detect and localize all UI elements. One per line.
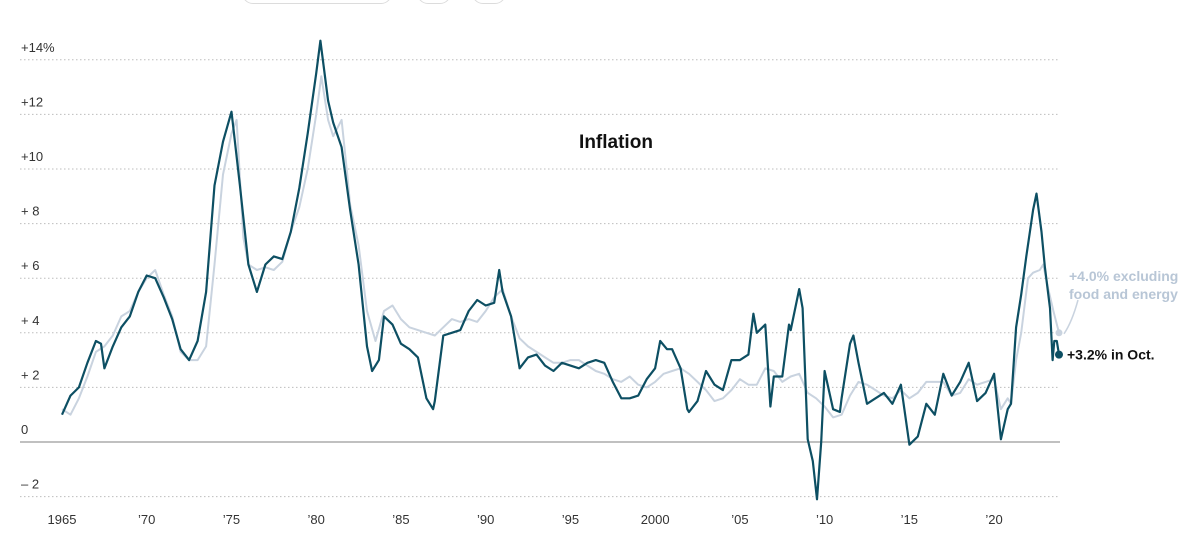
headline-annotation: +3.2% in Oct.	[1067, 347, 1155, 363]
core-connector	[1063, 299, 1079, 335]
series-lines	[60, 39, 1061, 501]
y-tick-label: +12	[21, 94, 43, 109]
x-tick-label: 2000	[641, 512, 670, 527]
x-tick-label: ’75	[223, 512, 240, 527]
x-tick-label: ’70	[138, 512, 155, 527]
x-tick-label: ’05	[731, 512, 748, 527]
core-annotation: +4.0% excluding	[1069, 268, 1178, 284]
y-tick-label: + 4	[21, 313, 39, 328]
y-tick-label: +14%	[21, 40, 55, 55]
x-tick-label: ’90	[477, 512, 494, 527]
y-tick-label: – 2	[21, 477, 39, 492]
x-tick-label: ’85	[392, 512, 409, 527]
y-tick-label: + 6	[21, 258, 39, 273]
x-tick-label: ’15	[901, 512, 918, 527]
x-tick-label: ’95	[562, 512, 579, 527]
core-end-dot	[1055, 329, 1063, 337]
core-inflation-line	[61, 75, 1060, 419]
chart-title: Inflation	[579, 132, 653, 153]
x-tick-label: ’10	[816, 512, 833, 527]
y-tick-label: + 8	[21, 204, 39, 219]
gridlines	[20, 59, 1060, 498]
x-axis-ticks: 1965 ’70 ’75 ’80 ’85 ’90 ’95 2000 ’05 ’10 ’15 ’20	[48, 512, 1003, 527]
headline-inflation-line	[60, 39, 1061, 501]
annotations: +4.0% excluding food and energy +3.2% in O…	[1055, 268, 1178, 363]
x-tick-label: ’20	[985, 512, 1002, 527]
y-tick-label: +10	[21, 149, 43, 164]
core-annotation: food and energy	[1069, 286, 1178, 302]
headline-end-dot	[1055, 350, 1063, 359]
x-tick-label: 1965	[48, 512, 77, 527]
y-axis-ticks: +14% +12 +10 + 8 + 6 + 4 + 2 0 – 2	[21, 40, 55, 492]
y-tick-label: + 2	[21, 367, 39, 382]
y-tick-label: 0	[21, 422, 28, 437]
x-tick-label: ’80	[308, 512, 325, 527]
